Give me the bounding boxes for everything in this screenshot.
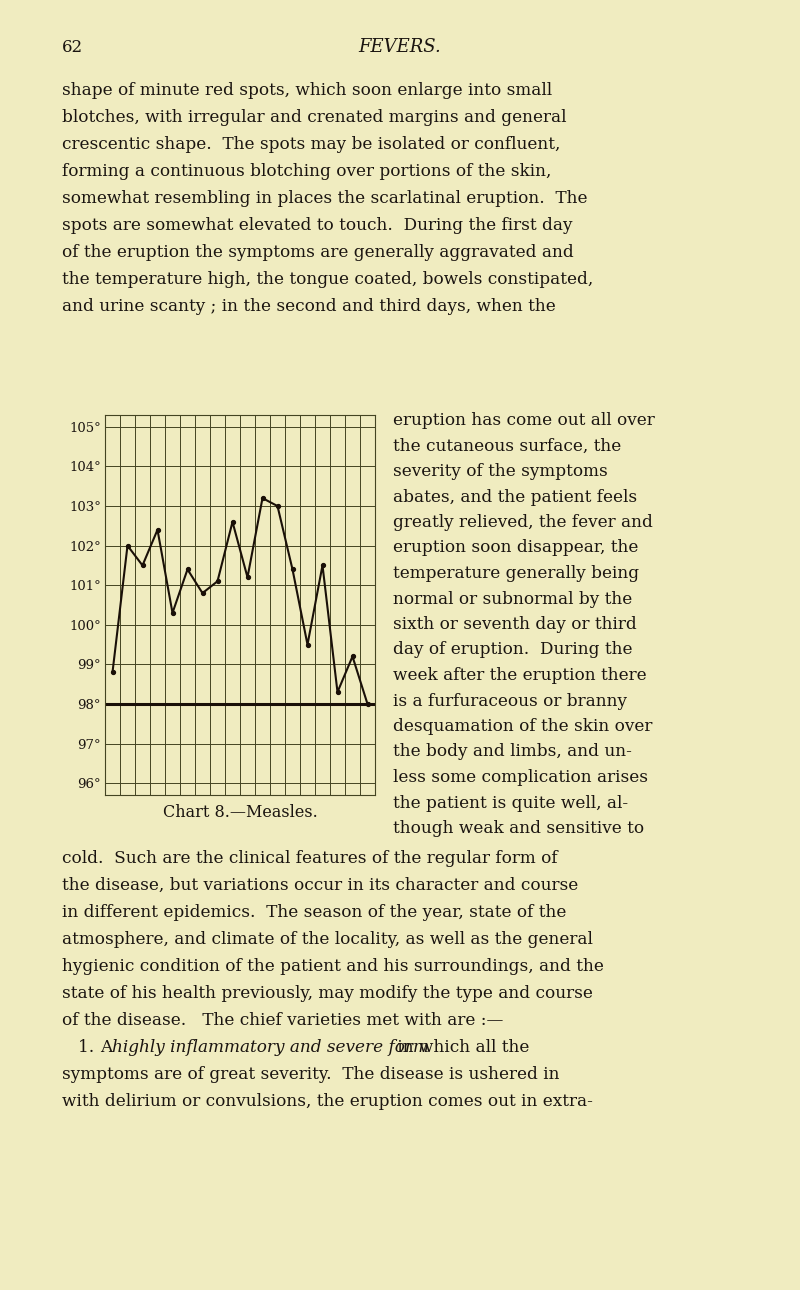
Text: abates, and the patient feels: abates, and the patient feels <box>393 489 637 506</box>
Text: greatly relieved, the fever and: greatly relieved, the fever and <box>393 513 653 531</box>
Text: sixth or seventh day or third: sixth or seventh day or third <box>393 617 637 633</box>
Text: and urine scanty ; in the second and third days, when the: and urine scanty ; in the second and thi… <box>62 298 556 315</box>
Text: A: A <box>100 1038 118 1057</box>
Text: 62: 62 <box>62 39 83 55</box>
Text: the body and limbs, and un-: the body and limbs, and un- <box>393 743 632 761</box>
Text: in which all the: in which all the <box>392 1038 530 1057</box>
Text: crescentic shape.  The spots may be isolated or confluent,: crescentic shape. The spots may be isola… <box>62 135 560 154</box>
Text: Chart 8.—Measles.: Chart 8.—Measles. <box>162 804 318 820</box>
Text: week after the eruption there: week after the eruption there <box>393 667 646 684</box>
Text: symptoms are of great severity.  The disease is ushered in: symptoms are of great severity. The dise… <box>62 1066 559 1084</box>
Text: FEVERS.: FEVERS. <box>358 37 442 55</box>
Text: severity of the symptoms: severity of the symptoms <box>393 463 608 480</box>
Text: cold.  Such are the clinical features of the regular form of: cold. Such are the clinical features of … <box>62 850 558 867</box>
Text: the temperature high, the tongue coated, bowels constipated,: the temperature high, the tongue coated,… <box>62 271 594 288</box>
Text: state of his health previously, may modify the type and course: state of his health previously, may modi… <box>62 986 593 1002</box>
Text: the patient is quite well, al-: the patient is quite well, al- <box>393 795 628 811</box>
Text: of the disease.   The chief varieties met with are :—: of the disease. The chief varieties met … <box>62 1011 503 1029</box>
Text: forming a continuous blotching over portions of the skin,: forming a continuous blotching over port… <box>62 163 551 181</box>
Text: the cutaneous surface, the: the cutaneous surface, the <box>393 437 622 454</box>
Text: eruption soon disappear, the: eruption soon disappear, the <box>393 539 638 556</box>
Text: less some complication arises: less some complication arises <box>393 769 648 786</box>
Text: of the eruption the symptoms are generally aggravated and: of the eruption the symptoms are general… <box>62 244 574 261</box>
Text: in different epidemics.  The season of the year, state of the: in different epidemics. The season of th… <box>62 904 566 921</box>
Text: highly inflammatory and severe form: highly inflammatory and severe form <box>112 1038 429 1057</box>
Text: blotches, with irregular and crenated margins and general: blotches, with irregular and crenated ma… <box>62 108 566 126</box>
Text: spots are somewhat elevated to touch.  During the first day: spots are somewhat elevated to touch. Du… <box>62 217 573 233</box>
Text: hygienic condition of the patient and his surroundings, and the: hygienic condition of the patient and hi… <box>62 958 604 975</box>
Text: is a furfuraceous or branny: is a furfuraceous or branny <box>393 693 627 710</box>
Text: temperature generally being: temperature generally being <box>393 565 639 582</box>
Text: with delirium or convulsions, the eruption comes out in extra-: with delirium or convulsions, the erupti… <box>62 1093 593 1109</box>
Text: though weak and sensitive to: though weak and sensitive to <box>393 820 644 837</box>
Text: atmosphere, and climate of the locality, as well as the general: atmosphere, and climate of the locality,… <box>62 931 593 948</box>
Text: normal or subnormal by the: normal or subnormal by the <box>393 591 632 608</box>
Text: 1.: 1. <box>62 1038 100 1057</box>
Text: shape of minute red spots, which soon enlarge into small: shape of minute red spots, which soon en… <box>62 83 552 99</box>
Text: day of eruption.  During the: day of eruption. During the <box>393 641 633 658</box>
Text: desquamation of the skin over: desquamation of the skin over <box>393 719 652 735</box>
Text: the disease, but variations occur in its character and course: the disease, but variations occur in its… <box>62 877 578 894</box>
Text: somewhat resembling in places the scarlatinal eruption.  The: somewhat resembling in places the scarla… <box>62 190 587 206</box>
Text: eruption has come out all over: eruption has come out all over <box>393 412 654 430</box>
